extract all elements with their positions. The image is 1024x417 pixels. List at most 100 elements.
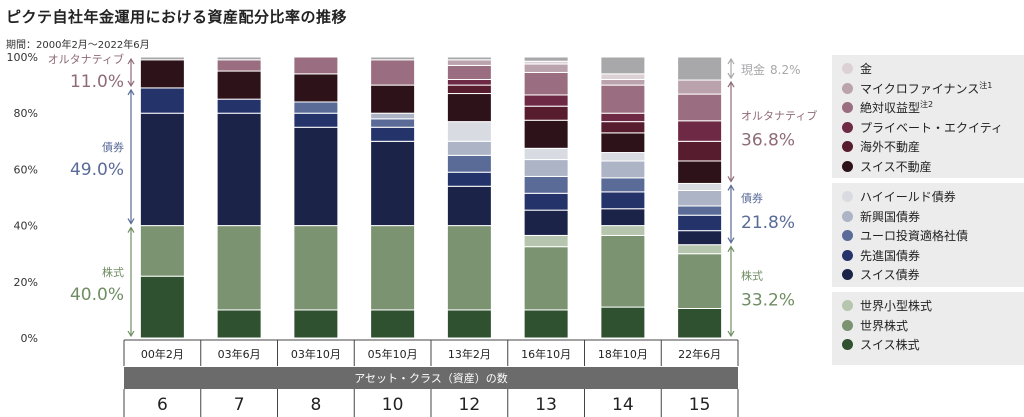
bar-segment [600, 78, 646, 86]
bar-segment [523, 246, 569, 311]
bar-segment [446, 59, 492, 66]
bar-segment [677, 93, 723, 122]
bar-segment [293, 225, 339, 311]
legend-label: 世界株式 [860, 318, 909, 333]
bar-segment [216, 225, 262, 311]
legend-item: ユーロ投資適格社債 [842, 227, 968, 244]
legend-swatch [842, 160, 853, 172]
bar-segment [677, 205, 723, 216]
asset-class-count: 14 [612, 395, 634, 415]
chart-title: ピクテ自社年金運用における資産配分比率の推移 [6, 8, 348, 26]
legend-swatch [842, 63, 853, 74]
x-tick-label: 22年6月 [678, 347, 721, 361]
legend-swatch [842, 300, 853, 311]
x-tick-label: 13年2月 [448, 347, 491, 361]
legend-note-mark: 注2 [920, 100, 934, 109]
bar-segment [139, 225, 185, 277]
bar-segment [523, 56, 569, 62]
x-tick-label: 03年6月 [218, 347, 261, 361]
bar-segment [600, 152, 646, 162]
bar-segment [600, 191, 646, 210]
bar-segment [370, 140, 416, 227]
legend-swatch [842, 230, 853, 241]
x-tick-label: 16年10月 [521, 347, 571, 361]
right-annotation-arrow-down [727, 72, 735, 80]
legend-item: 世界小型株式 [842, 297, 932, 314]
legend-group: ハイイールド債券 新興国債券 ユーロ投資適格社債 先進国債券 スイス債券 [832, 183, 1024, 287]
bar-segment [446, 225, 492, 311]
bar-segment [139, 87, 185, 114]
bar-segment [446, 121, 492, 142]
bar-segment [677, 189, 723, 207]
bar-segment [139, 56, 185, 61]
left-annotation-value: 40.0% [70, 285, 124, 305]
bar-segment [677, 79, 723, 95]
bar-segment [216, 59, 262, 72]
left-annotation-label: 債券 [102, 140, 124, 154]
bar-segment [446, 56, 492, 61]
legend-item: マイクロファイナンス注1 [842, 80, 992, 97]
bar-segment [523, 63, 569, 73]
bar-segment [600, 177, 646, 193]
bar-segment [446, 309, 492, 339]
bar-segment [523, 192, 569, 211]
bar-segment [446, 140, 492, 156]
bar-segment [600, 208, 646, 227]
left-annotation-arrow-down [127, 330, 135, 338]
legend-item: 海外不動産 [842, 138, 920, 155]
right-annotation-arrow-up [727, 184, 735, 191]
bar-segment [677, 244, 723, 255]
bar-segment [293, 309, 339, 339]
left-annotation-arrow-up [127, 88, 135, 96]
bar-segment [446, 64, 492, 80]
right-annotation-value: 8.2% [770, 63, 801, 77]
asset-class-count: 12 [459, 395, 481, 415]
bar-segment [370, 59, 416, 86]
right-annotation-arrow-up [727, 80, 735, 88]
legend-swatch [842, 269, 853, 280]
legend-item: スイス不動産 [842, 158, 932, 175]
bar-segment [600, 112, 646, 123]
y-tick-label: 100% [7, 51, 38, 64]
right-annotation-arrow-up [727, 57, 735, 65]
bar-segment [446, 185, 492, 227]
asset-class-band [124, 367, 738, 389]
bar-segment [523, 175, 569, 194]
legend-swatch [842, 191, 853, 202]
asset-class-row-label: アセット・クラス（資産）の数 [354, 372, 508, 385]
bar-segment [216, 112, 262, 227]
bar-segment [523, 309, 569, 339]
asset-class-count: 6 [157, 395, 168, 415]
bar-segment [370, 112, 416, 120]
bar-segment [677, 160, 723, 184]
legend-label: 先進国債券 [860, 248, 921, 263]
right-annotation-label: オルタナティブ [741, 109, 817, 123]
legend-swatch [842, 102, 853, 113]
bar-segment [139, 59, 185, 89]
bar-segment [677, 230, 723, 246]
legend-item: スイス株式 [842, 336, 920, 353]
bar-segment [370, 56, 416, 61]
bar-segment [370, 126, 416, 142]
legend-swatch [842, 339, 853, 350]
bar-segment [523, 159, 569, 177]
bar-segment [677, 307, 723, 339]
right-annotation-value: 33.2% [741, 290, 795, 310]
legend-swatch [842, 82, 853, 94]
y-tick-label: 20% [14, 276, 38, 289]
legend-swatch [842, 121, 853, 133]
x-tick-label: 18年10月 [598, 347, 648, 361]
bar-segment [677, 214, 723, 232]
bar-segment [600, 132, 646, 154]
bar-segment [523, 71, 569, 96]
left-annotation-value: 11.0% [70, 72, 124, 92]
legend-item: 絶対収益型注2 [842, 99, 933, 116]
bar-segment [600, 306, 646, 339]
bar-segment [446, 154, 492, 173]
y-tick-label: 80% [14, 107, 38, 120]
legend-label: 絶対収益型 [860, 101, 921, 115]
chart-period: 期間：2000年2月～2022年6月 [6, 40, 150, 51]
legend-item: 金 [842, 60, 872, 77]
right-annotation-label: 債券 [741, 191, 763, 205]
